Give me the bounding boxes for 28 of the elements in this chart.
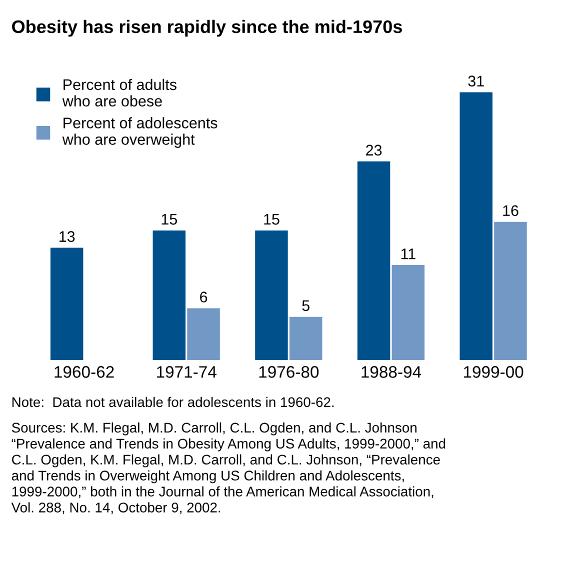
data-label: 5	[302, 300, 310, 312]
text: Note: Data not available for adolescents in 1960-62.	[12, 396, 334, 408]
data-label: 15	[162, 214, 178, 225]
data-label: 13	[60, 231, 75, 242]
x-tick-label: 1971-74	[157, 366, 216, 378]
data-label: 31	[468, 76, 484, 86]
bar	[392, 265, 425, 360]
bar	[255, 230, 288, 360]
x-tick-label: 1976-80	[259, 366, 319, 378]
bar	[460, 92, 492, 360]
bar	[289, 316, 322, 360]
legend-label: Percent of adults who are obese	[62, 78, 176, 107]
data-label: 23	[366, 144, 382, 156]
bar	[494, 222, 527, 360]
bar	[50, 248, 84, 360]
legend-label: Percent of adolescents who are overweight	[62, 117, 218, 148]
data-label: 16	[503, 205, 518, 216]
data-label: 6	[200, 292, 208, 302]
x-tick-label: 1999-00	[464, 366, 524, 378]
x-tick-label: 1960-62	[54, 366, 114, 378]
data-label: 11	[401, 248, 416, 260]
bar	[187, 308, 220, 360]
source-note: Sources: K.M. Flegal, M.D. Carroll, C.L. Ogden, and C.L. Johnson “Prevalence and Trends in Obesity Among US Adults, 1999-2000,” and C.L. Ogden, K.M. Flegal, M.D. Carroll, and C.L. Johnson, “Prevalence and Trends in Overweight Among US Children and Adolescents, 1999-2000,” both in the Journal of the American Medical Association, Vol. 288, No. 14, October 9, 2002.	[11, 422, 446, 514]
bar	[152, 230, 186, 360]
data-label: 15	[264, 214, 280, 225]
x-tick-label: 1988-94	[362, 366, 422, 378]
chart-title: Obesity has risen rapidly since the mid-1970s	[12, 20, 402, 37]
bar	[357, 161, 390, 360]
